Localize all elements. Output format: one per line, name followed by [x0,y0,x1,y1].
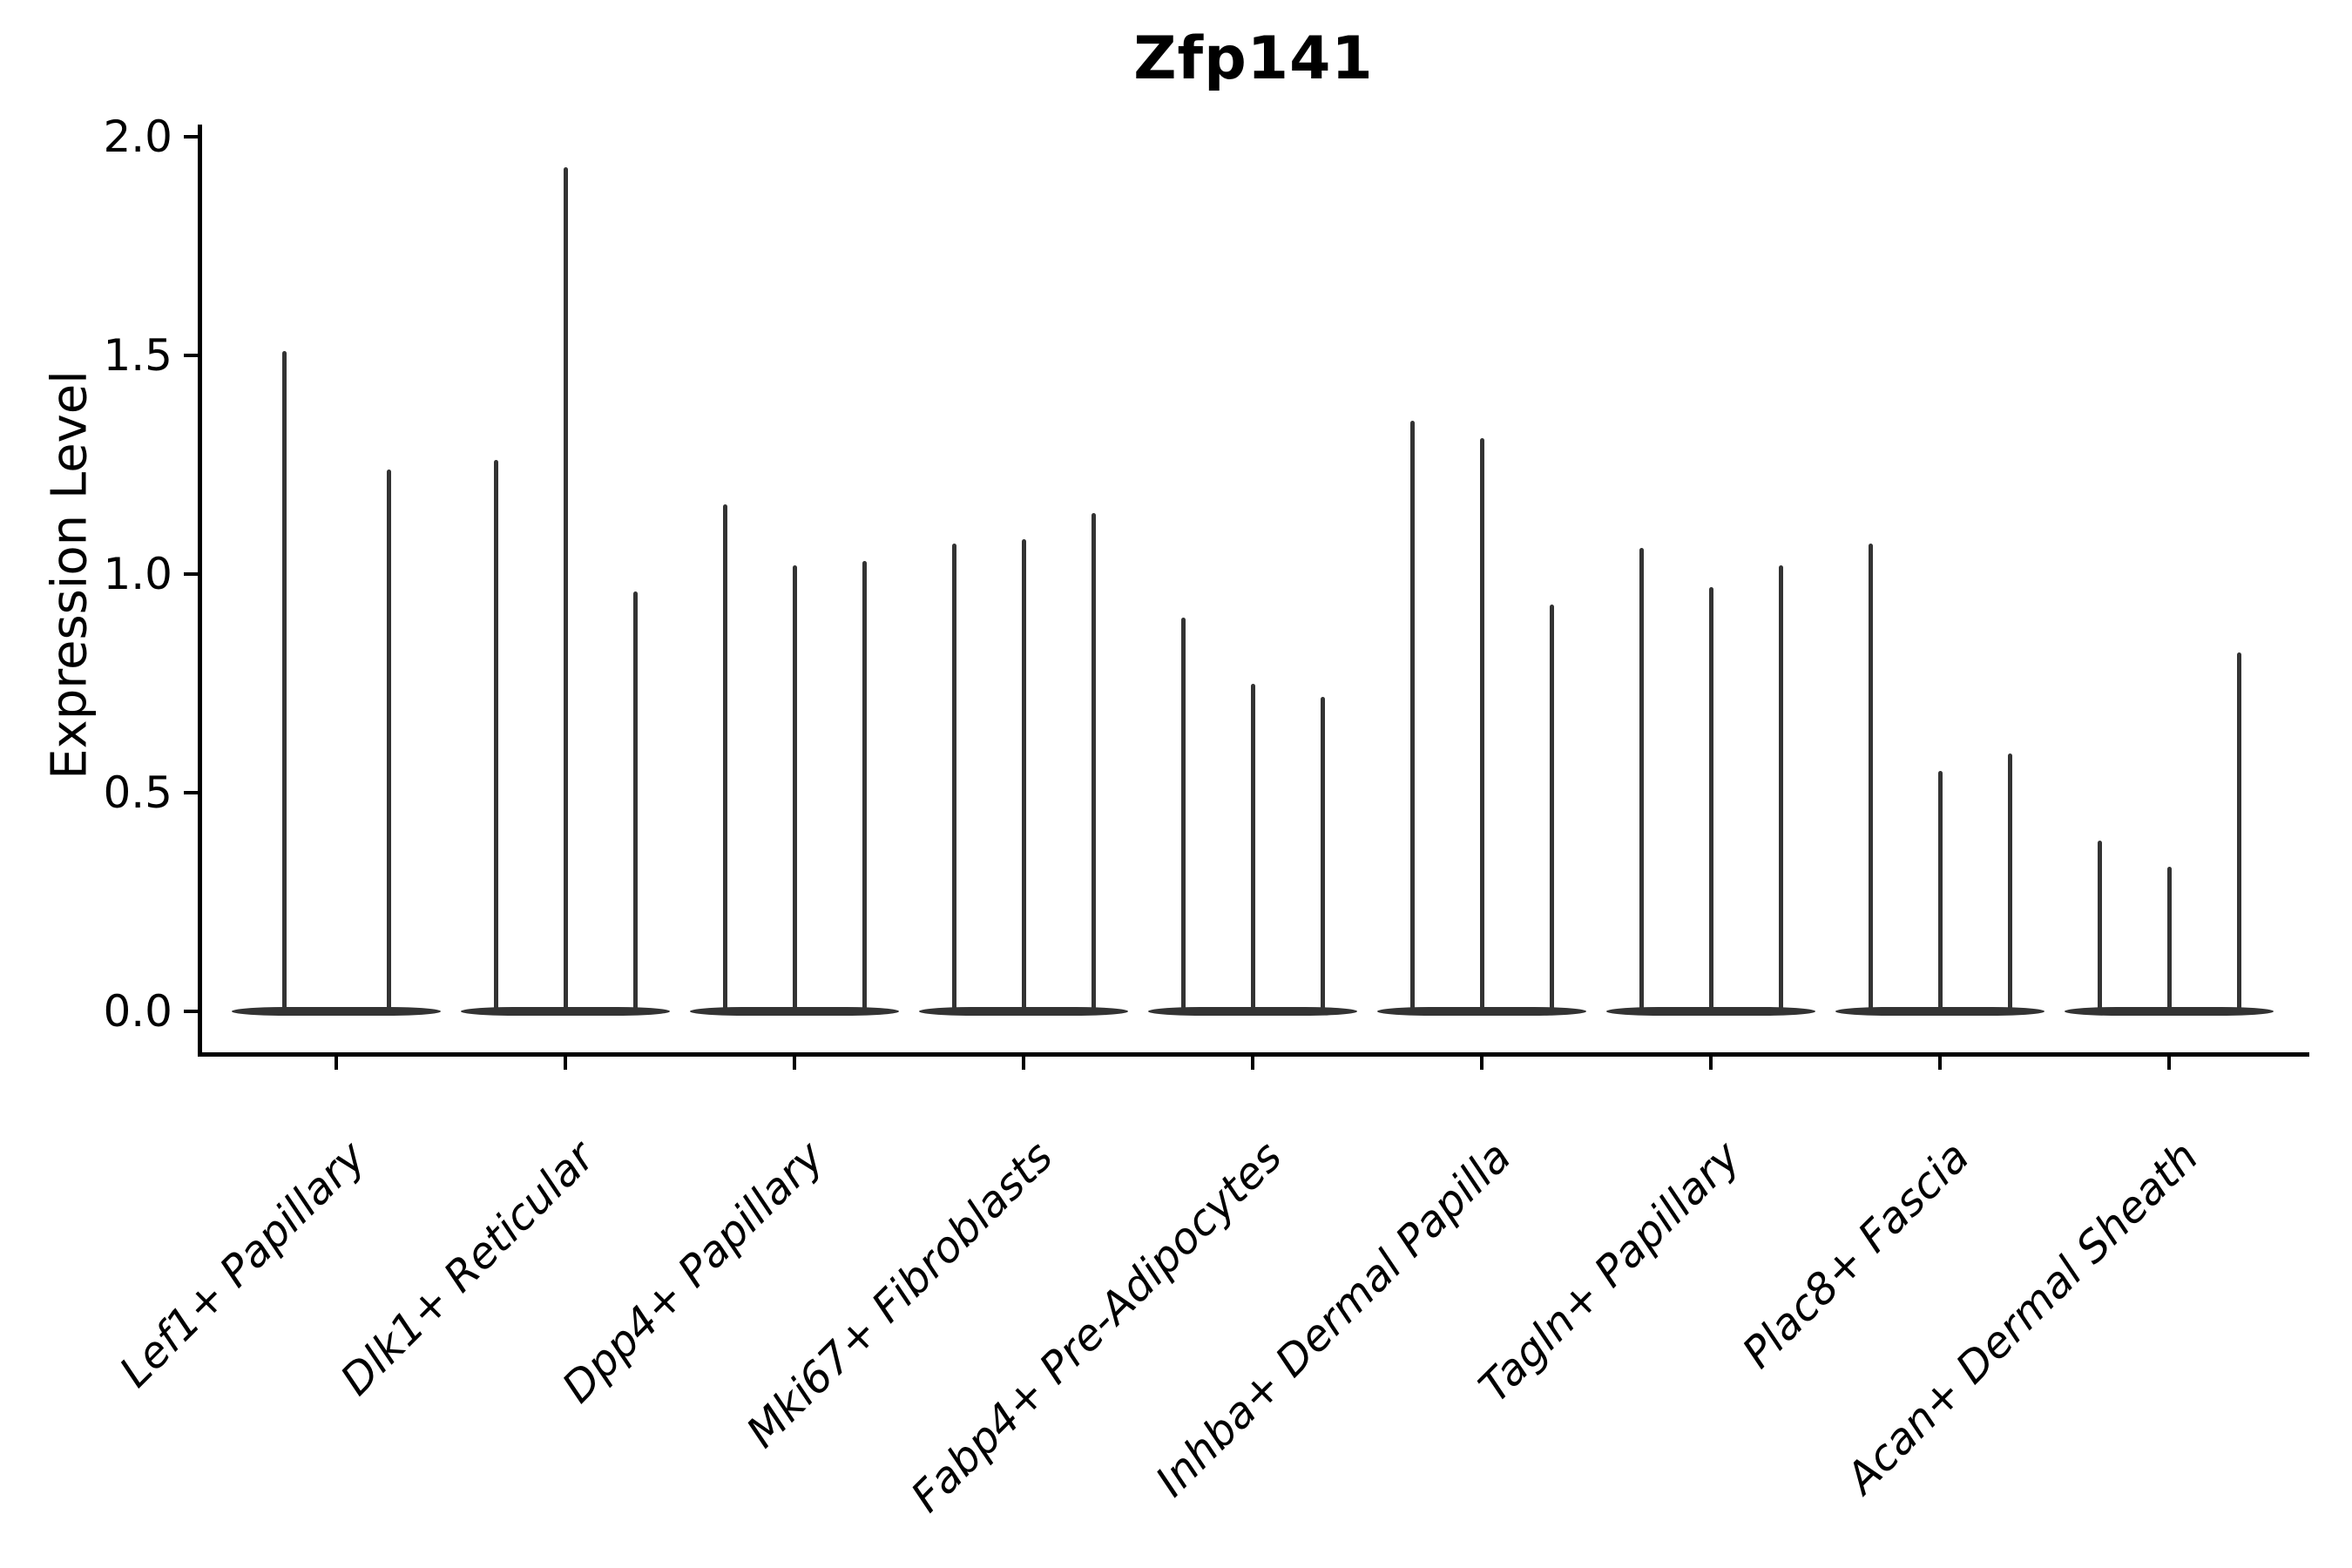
y-axis-spine [198,125,202,1057]
violin-spike [2236,652,2241,1014]
x-tick-mark [793,1057,796,1070]
y-tick-mark [184,354,198,357]
violin-spike [1549,605,1554,1014]
violin-spike [1409,421,1415,1014]
violin-spike [1937,770,1943,1014]
x-tick-mark [335,1057,338,1070]
violin-spike [1250,683,1255,1014]
y-tick-label: 2.0 [103,112,172,162]
y-tick-label: 1.5 [103,330,172,381]
x-axis-spine [198,1052,2309,1057]
violin-spike [951,543,956,1014]
y-tick-mark [184,791,198,794]
x-tick-mark [1022,1057,1025,1070]
x-tick-mark [1251,1057,1254,1070]
violin-spike [1479,438,1484,1014]
violin-spike [792,564,797,1014]
y-tick-label: 0.5 [103,767,172,818]
violin-spike [1868,543,1873,1014]
x-tick-mark [564,1057,567,1070]
violin-spike [2166,867,2172,1014]
violin-spike [862,560,867,1014]
violin-spike [1778,564,1783,1014]
violin-base [232,1007,441,1016]
x-tick-label: Lef1+ Papillary [110,1132,375,1397]
y-tick-label: 1.0 [103,549,172,599]
violin-spike [1021,538,1026,1014]
violin-spike [2007,753,2012,1014]
x-tick-mark [2167,1057,2171,1070]
violin-spike [1639,547,1644,1014]
violin-spike [2097,841,2102,1014]
violin-spike [1180,618,1186,1014]
x-tick-mark [1709,1057,1713,1070]
y-tick-label: 0.0 [103,986,172,1037]
violin-spike [1091,512,1096,1014]
y-tick-mark [184,135,198,139]
chart-title: Zfp141 [1133,24,1374,93]
x-tick-mark [1938,1057,1942,1070]
violin-spike [1708,587,1713,1014]
violin-spike [722,504,727,1014]
violin-spike [1320,696,1325,1014]
y-tick-mark [184,1010,198,1013]
violin-spike [493,460,498,1014]
violin-spike [632,591,638,1014]
y-tick-mark [184,572,198,576]
violin-spike [563,167,568,1014]
x-tick-mark [1480,1057,1484,1070]
violin-spike [386,469,391,1014]
violin-spike [281,350,287,1014]
